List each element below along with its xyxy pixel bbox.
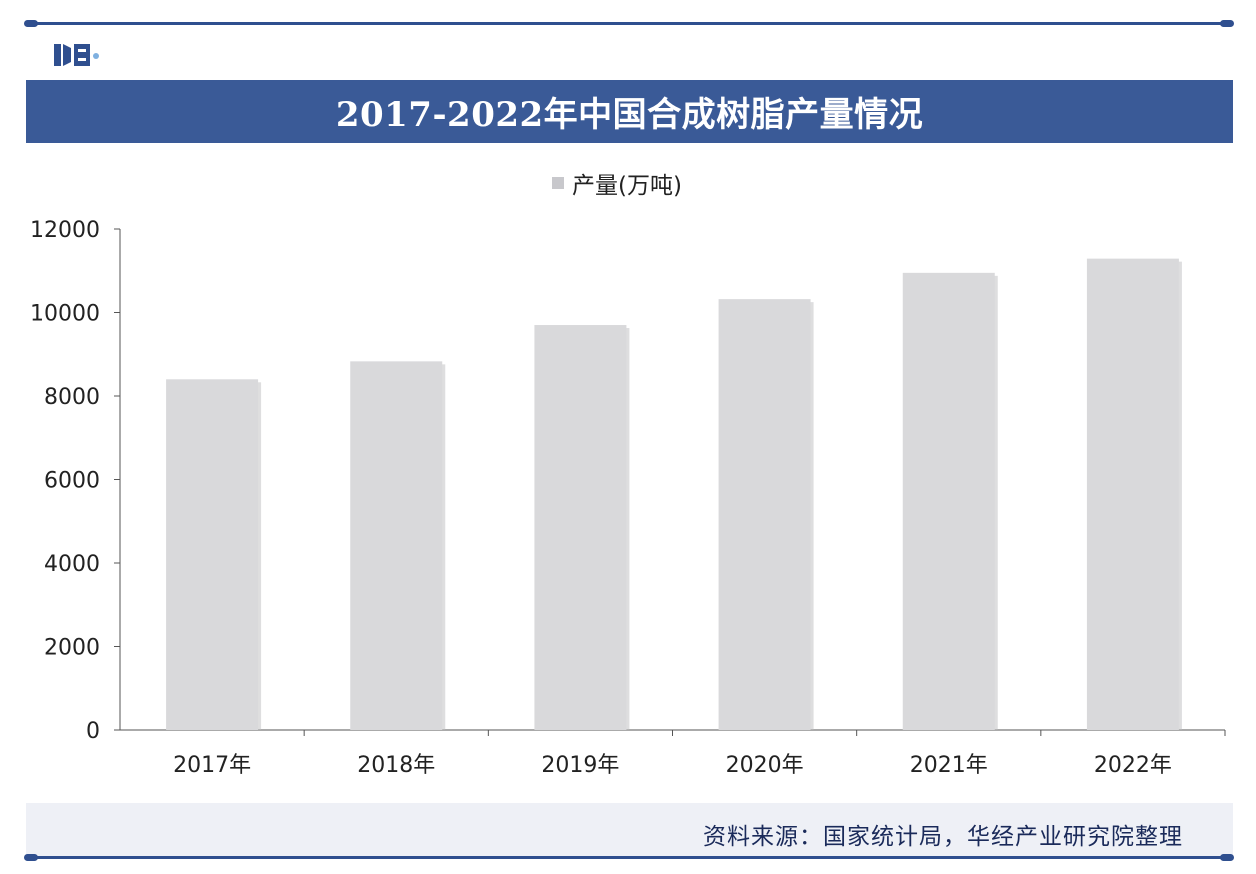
legend-swatch (552, 177, 564, 189)
y-tick-label: 12000 (30, 218, 100, 243)
y-tick-label: 6000 (44, 469, 100, 494)
x-tick-label: 2019年 (541, 753, 619, 778)
x-tick-label: 2020年 (726, 753, 804, 778)
chart-title: 2017-2022年中国合成树脂产量情况 (335, 95, 924, 135)
y-tick-label: 0 (86, 719, 100, 744)
title-bar: 2017-2022年中国合成树脂产量情况 (26, 80, 1233, 143)
x-tick-label: 2018年 (357, 753, 435, 778)
x-tick-label: 2017年 (173, 753, 251, 778)
bar (718, 299, 811, 730)
bar (350, 361, 443, 730)
top-rule (24, 20, 1234, 27)
bar (1086, 258, 1179, 730)
y-tick-label: 8000 (44, 385, 100, 410)
y-tick-label: 10000 (30, 302, 100, 327)
source-bar: 资料来源：国家统计局，华经产业研究院整理 (26, 803, 1233, 859)
legend-label: 产量(万吨) (572, 173, 682, 199)
bar (534, 325, 627, 730)
company-logo-icon (52, 40, 112, 70)
x-tick-label: 2022年 (1094, 753, 1172, 778)
y-tick-label: 2000 (44, 636, 100, 661)
y-tick-label: 4000 (44, 552, 100, 577)
source-text: 资料来源：国家统计局，华经产业研究院整理 (703, 824, 1183, 850)
bottom-rule (24, 854, 1234, 861)
bar (166, 379, 259, 730)
x-tick-label: 2021年 (910, 753, 988, 778)
legend: 产量(万吨) (552, 168, 682, 199)
bar (902, 272, 995, 730)
